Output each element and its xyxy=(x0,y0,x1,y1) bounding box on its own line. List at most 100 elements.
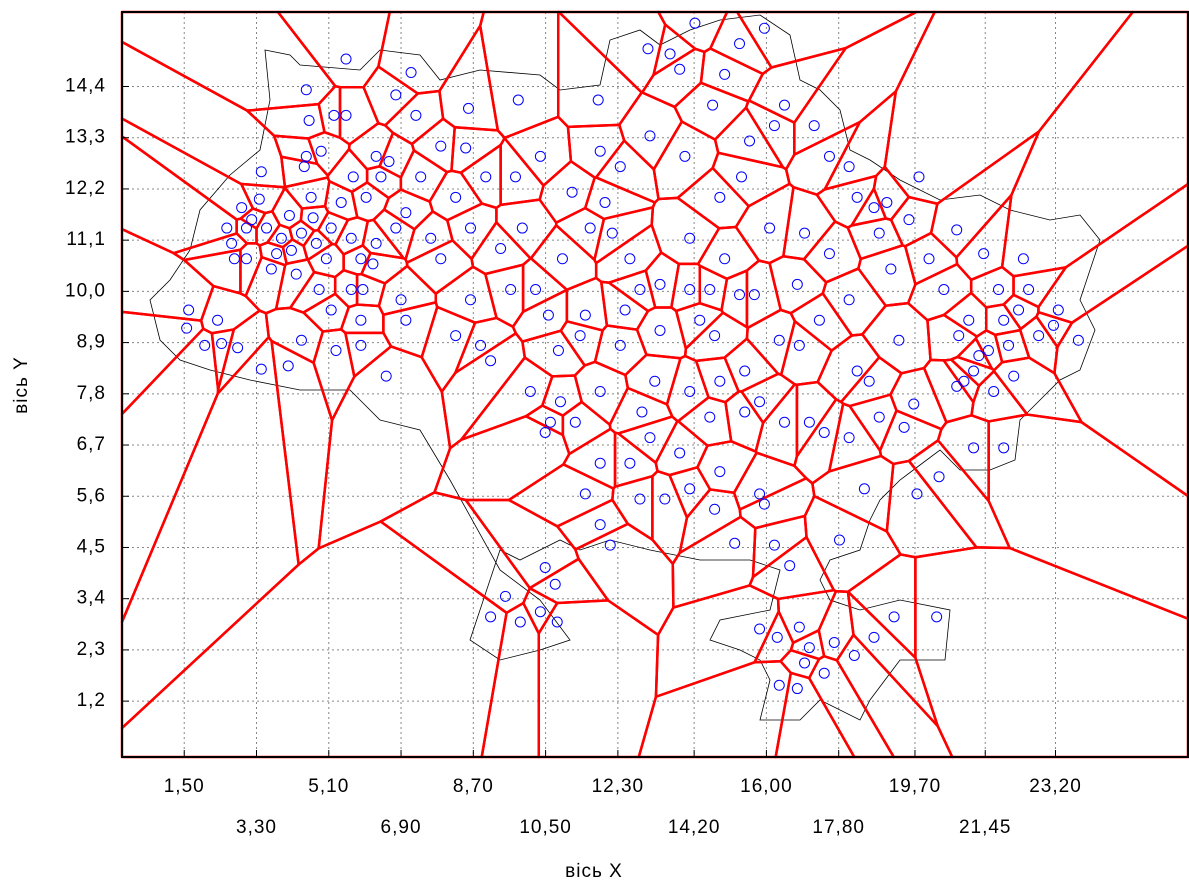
point xyxy=(654,278,666,290)
voronoi-cell xyxy=(503,115,573,187)
point xyxy=(485,611,497,623)
point xyxy=(505,284,517,296)
y-tick-label: 2,3 xyxy=(77,639,106,660)
voronoi-cell xyxy=(379,491,532,615)
point xyxy=(1013,304,1025,316)
point xyxy=(181,322,193,334)
point xyxy=(480,171,492,183)
point xyxy=(499,590,511,602)
point xyxy=(370,237,382,249)
voronoi-cell xyxy=(802,220,863,284)
point xyxy=(325,222,337,234)
point xyxy=(674,63,686,75)
point xyxy=(594,385,606,397)
point xyxy=(355,253,367,265)
voronoi-cell xyxy=(709,10,773,76)
point xyxy=(450,330,462,342)
voronoi-cell xyxy=(1000,10,1189,278)
point xyxy=(290,268,302,280)
point xyxy=(495,243,507,255)
voronoi-cell xyxy=(807,654,895,759)
y-tick-label: 10,0 xyxy=(65,280,106,301)
voronoi-cell xyxy=(1037,182,1189,324)
point xyxy=(951,380,963,392)
point xyxy=(335,196,347,208)
voronoi-cell xyxy=(803,494,902,594)
voronoi-cell xyxy=(676,396,733,447)
voronoi-cell xyxy=(270,339,334,566)
point xyxy=(818,667,830,679)
point xyxy=(569,416,581,428)
plot-frame xyxy=(121,11,1189,758)
point xyxy=(303,114,315,126)
voronoi-cell xyxy=(559,320,604,367)
point xyxy=(684,385,696,397)
point xyxy=(594,145,606,157)
point xyxy=(485,355,497,367)
point xyxy=(893,334,905,346)
voronoi-cell xyxy=(239,242,263,298)
point xyxy=(1047,319,1059,331)
voronoi-cell xyxy=(889,195,939,248)
voronoi-cell xyxy=(288,219,316,248)
y-tick-label: 14,4 xyxy=(65,76,106,97)
point xyxy=(1003,339,1015,351)
point xyxy=(684,483,696,495)
point xyxy=(778,416,790,428)
voronoi-cell xyxy=(120,327,220,624)
point xyxy=(773,334,785,346)
point xyxy=(863,375,875,387)
point xyxy=(295,227,307,239)
point xyxy=(347,171,359,183)
point xyxy=(968,365,980,377)
voronoi-cell xyxy=(377,10,485,95)
voronoi-cell xyxy=(816,333,881,404)
point xyxy=(714,375,726,387)
point xyxy=(704,411,716,423)
point xyxy=(552,345,564,357)
point xyxy=(719,253,731,265)
y-tick-label: 11,1 xyxy=(66,229,106,250)
point xyxy=(592,94,604,106)
voronoi-cell xyxy=(350,181,390,223)
x-tick-label: 23,20 xyxy=(1029,776,1082,797)
point xyxy=(228,253,240,265)
point xyxy=(415,171,427,183)
point xyxy=(325,304,337,316)
point xyxy=(285,244,297,256)
point xyxy=(873,227,885,239)
point xyxy=(253,193,265,205)
x-tick-label: 1,50 xyxy=(164,776,205,797)
point xyxy=(1033,330,1045,342)
point xyxy=(734,289,746,301)
point xyxy=(823,248,835,260)
point xyxy=(828,636,840,648)
point xyxy=(390,222,402,234)
point xyxy=(868,202,880,214)
point xyxy=(463,102,475,114)
voronoi-cell xyxy=(1012,266,1068,309)
point xyxy=(1052,304,1064,316)
voronoi-cell xyxy=(529,224,598,292)
voronoi-cell xyxy=(644,251,681,309)
voronoi-cell xyxy=(942,291,988,338)
point xyxy=(931,611,943,623)
point xyxy=(799,227,811,239)
point xyxy=(226,237,238,249)
point xyxy=(636,406,648,418)
voronoi-cell xyxy=(484,263,525,329)
point xyxy=(246,214,258,226)
voronoi-cell xyxy=(611,474,654,541)
region-outline xyxy=(149,14,1101,721)
point xyxy=(584,222,596,234)
point xyxy=(475,339,487,351)
point xyxy=(719,68,731,80)
point xyxy=(644,432,656,444)
point xyxy=(868,631,880,643)
point xyxy=(744,135,756,147)
point xyxy=(808,120,820,132)
point xyxy=(748,289,760,301)
point xyxy=(978,248,990,260)
voronoi-cell xyxy=(651,469,689,566)
